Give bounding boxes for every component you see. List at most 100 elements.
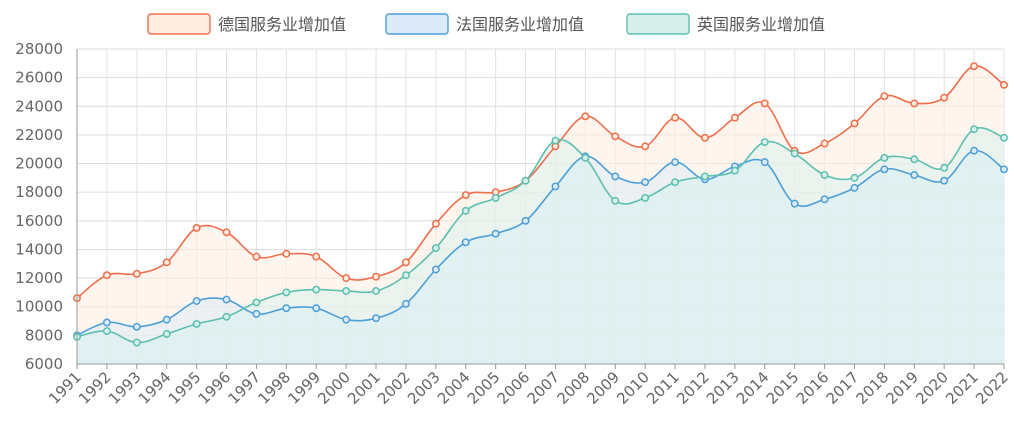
data-point-uk[interactable] — [401, 271, 410, 280]
data-point-france[interactable] — [611, 172, 620, 181]
data-point-france[interactable] — [132, 322, 141, 331]
data-point-germany[interactable] — [192, 224, 201, 232]
data-point-france[interactable] — [192, 297, 201, 305]
data-point-germany[interactable] — [372, 272, 380, 281]
data-point-uk[interactable] — [611, 196, 620, 205]
data-point-uk[interactable] — [820, 171, 829, 179]
data-point-uk[interactable] — [730, 166, 739, 175]
data-point-germany[interactable] — [760, 99, 769, 108]
data-point-france[interactable] — [312, 304, 321, 313]
data-point-uk[interactable] — [372, 287, 380, 295]
data-point-france[interactable] — [282, 304, 291, 313]
data-point-germany[interactable] — [132, 269, 141, 278]
data-point-france[interactable] — [850, 183, 859, 192]
data-point-germany[interactable] — [641, 142, 650, 151]
data-point-germany[interactable] — [162, 258, 171, 267]
legend-item-uk[interactable]: 英国服务业增加值 — [626, 13, 825, 35]
data-point-uk[interactable] — [551, 136, 560, 145]
y-tick-label: 16000 — [15, 212, 63, 230]
data-point-france[interactable] — [910, 171, 919, 179]
data-point-france[interactable] — [521, 216, 530, 225]
data-point-germany[interactable] — [970, 62, 979, 71]
data-point-germany[interactable] — [850, 119, 859, 128]
data-point-uk[interactable] — [312, 285, 321, 294]
data-point-uk[interactable] — [252, 298, 261, 307]
data-point-germany[interactable] — [1000, 80, 1008, 89]
data-point-uk[interactable] — [102, 327, 111, 336]
data-point-france[interactable] — [940, 176, 949, 185]
data-point-france[interactable] — [880, 165, 889, 174]
data-point-france[interactable] — [760, 158, 769, 167]
x-tick-label: 2012 — [673, 368, 713, 408]
data-point-france[interactable] — [252, 309, 261, 318]
data-point-uk[interactable] — [641, 193, 650, 202]
data-point-uk[interactable] — [222, 312, 231, 321]
data-point-germany[interactable] — [222, 228, 231, 237]
data-point-france[interactable] — [820, 195, 829, 204]
data-point-uk[interactable] — [970, 125, 979, 134]
data-point-germany[interactable] — [611, 132, 620, 141]
data-point-uk[interactable] — [790, 149, 799, 158]
legend[interactable]: 德国服务业增加值 法国服务业增加值 英国服务业增加值 — [147, 13, 825, 35]
data-point-uk[interactable] — [671, 178, 680, 187]
data-point-france[interactable] — [641, 178, 650, 187]
data-point-uk[interactable] — [192, 319, 201, 328]
data-point-france[interactable] — [461, 238, 470, 247]
data-point-uk[interactable] — [342, 287, 351, 295]
data-point-uk[interactable] — [132, 338, 141, 347]
legend-item-france[interactable]: 法国服务业增加值 — [385, 13, 584, 35]
data-point-germany[interactable] — [820, 139, 829, 148]
data-point-germany[interactable] — [102, 271, 111, 280]
data-point-uk[interactable] — [521, 176, 530, 185]
data-point-france[interactable] — [401, 299, 410, 308]
data-point-uk[interactable] — [282, 288, 291, 297]
data-point-germany[interactable] — [312, 252, 321, 261]
data-point-germany[interactable] — [880, 92, 889, 101]
data-point-germany[interactable] — [671, 113, 680, 122]
legend-item-germany[interactable]: 德国服务业增加值 — [147, 13, 346, 35]
data-point-germany[interactable] — [730, 113, 739, 122]
y-tick-label: 8000 — [25, 326, 63, 344]
data-point-france[interactable] — [790, 199, 799, 208]
data-point-uk[interactable] — [701, 172, 709, 181]
data-point-uk[interactable] — [760, 138, 769, 147]
data-point-uk[interactable] — [1000, 133, 1008, 142]
data-point-france[interactable] — [671, 158, 680, 167]
x-tick-label: 2018 — [852, 368, 892, 408]
data-point-germany[interactable] — [910, 99, 919, 108]
data-point-france[interactable] — [431, 265, 440, 274]
x-tick-label: 2022 — [972, 368, 1012, 408]
data-point-uk[interactable] — [431, 244, 440, 252]
x-tick-label: 2019 — [882, 368, 922, 408]
data-point-france[interactable] — [162, 315, 171, 324]
data-point-germany[interactable] — [940, 93, 949, 102]
data-point-uk[interactable] — [162, 329, 171, 338]
data-point-france[interactable] — [342, 315, 351, 324]
data-point-uk[interactable] — [491, 193, 500, 202]
data-point-france[interactable] — [551, 182, 560, 191]
legend-label: 英国服务业增加值 — [697, 15, 825, 34]
data-point-germany[interactable] — [401, 258, 410, 267]
data-point-uk[interactable] — [940, 163, 949, 172]
data-point-uk[interactable] — [880, 153, 889, 162]
data-point-france[interactable] — [1000, 165, 1008, 174]
data-point-germany[interactable] — [342, 274, 351, 283]
data-point-uk[interactable] — [581, 153, 590, 162]
legend-label: 法国服务业增加值 — [456, 15, 584, 34]
data-point-uk[interactable] — [910, 155, 919, 164]
x-tick-label: 2010 — [613, 368, 653, 408]
data-point-france[interactable] — [102, 318, 111, 327]
data-point-france[interactable] — [222, 295, 231, 304]
data-point-germany[interactable] — [282, 249, 291, 258]
y-tick-label: 24000 — [15, 97, 63, 115]
data-point-uk[interactable] — [461, 206, 470, 215]
data-point-france[interactable] — [970, 146, 979, 155]
data-point-germany[interactable] — [701, 133, 709, 142]
data-point-germany[interactable] — [252, 252, 261, 261]
data-point-germany[interactable] — [431, 219, 440, 228]
data-point-uk[interactable] — [850, 173, 859, 182]
data-point-france[interactable] — [491, 229, 500, 238]
data-point-france[interactable] — [372, 314, 380, 323]
data-point-germany[interactable] — [581, 112, 590, 121]
data-point-germany[interactable] — [461, 191, 470, 199]
